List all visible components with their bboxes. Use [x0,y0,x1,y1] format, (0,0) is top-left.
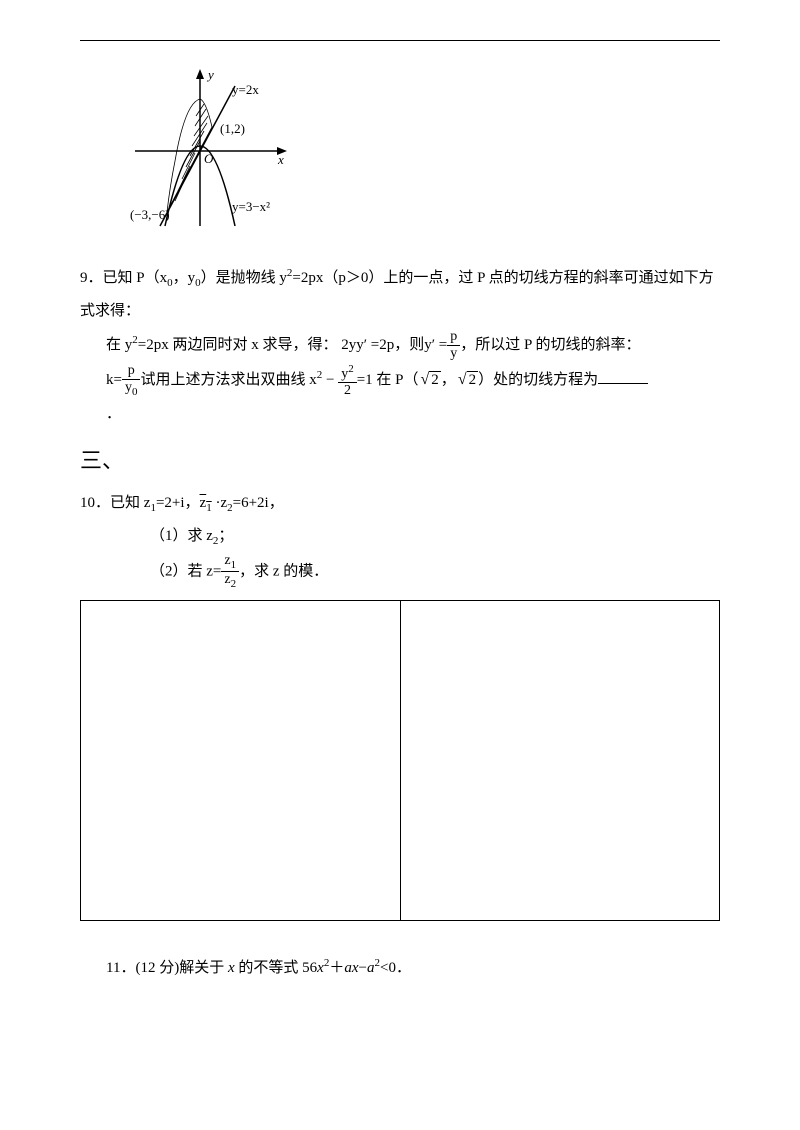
answer-cell-left [81,601,401,921]
variable: a [344,960,352,976]
derivative-expr: 2yy′ =2p，则y′ = [341,337,447,353]
sqrt-icon: 2 [419,362,441,397]
problem-10: 10．已知 z1=2+i，z1 ·z2=6+2i， （1）求 z2； （2）若 … [80,487,720,590]
text: 的不等式 56 [235,960,318,976]
hyperbola-expr: x2 − y22=1 [309,372,376,388]
text: 已知 z [110,495,150,511]
text: ）处的切线方程为 [478,372,598,388]
problem-number: 10． [80,495,110,511]
text: 解关于 [179,960,228,976]
point-label: (1,2) [220,121,245,136]
text: ，所以过 P 的切线的斜率： [460,337,640,353]
problem-number: 11． [106,960,135,976]
text: =6+2i， [233,495,284,511]
conjugate: z1 [200,487,212,520]
problem-line: k=py0试用上述方法求出双曲线 x2 − y22=1 在 P（2，2）处的切线… [80,362,720,398]
problem-part-1: （1）求 z2； [80,520,720,553]
x-axis-label: x [277,152,284,167]
line-label: y=2x [232,82,259,97]
answer-box-table [80,600,720,921]
text: 试用上述方法求出双曲线 [140,372,305,388]
text: <0． [380,960,411,976]
answer-blank [598,370,648,384]
fraction: py [447,330,460,361]
fraction: py0 [122,364,141,398]
points: (12 分) [135,960,179,976]
sqrt-icon: 2 [456,362,478,397]
problem-part-2: （2）若 z=z1z2，求 z 的模． [80,554,720,591]
text: 在 y [106,337,132,353]
problem-number: 9． [80,270,103,286]
text: ， [441,372,456,388]
variable: x [228,960,235,976]
variable: x [317,960,324,976]
text: − [359,960,367,976]
problem-9: 9．已知 P（x0，y0）是抛物线 y2=2px（p＞0）上的一点，过 P 点的… [80,261,720,431]
origin-label: O [204,151,214,166]
text: ，y [173,270,196,286]
section-header-3: 三、 [80,443,720,475]
text: =2px 两边同时对 x 求导，得： [138,337,338,353]
text: ）是抛物线 y [201,270,287,286]
text: ． [106,406,121,422]
page-top-rule [80,40,720,41]
problem-graph: y x O y=2x (1,2) (−3,−6) y=3−x² [130,61,720,241]
y-axis-label: y [206,67,214,82]
text: =2+i， [156,495,200,511]
text: 在 P（ [376,372,418,388]
text: ＋ [329,960,344,976]
problem-11: 11．(12 分)解关于 x 的不等式 56x2＋ax−a2<0． [80,951,720,985]
answer-cell-right [400,601,720,921]
parabola-label: y=3−x² [232,199,270,214]
lower-point-label: (−3,−6) [130,207,170,222]
variable: x [352,960,359,976]
problem-line: 在 y2=2px 两边同时对 x 求导，得： 2yy′ =2p，则y′ =py，… [80,328,720,362]
text: 已知 P（x [103,270,168,286]
problem-line: ． [80,398,720,431]
fraction: z1z2 [221,554,239,591]
fraction: y22 [338,364,357,399]
text: k= [106,372,122,388]
